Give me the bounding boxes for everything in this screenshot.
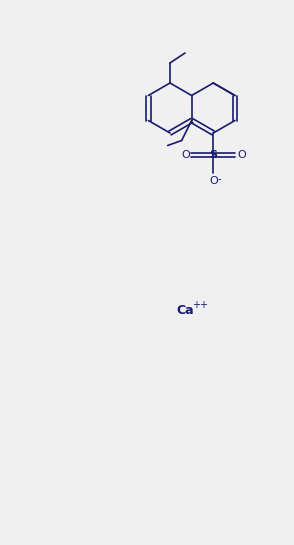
Text: Ca: Ca xyxy=(176,304,194,317)
Text: O: O xyxy=(181,150,190,160)
Text: -: - xyxy=(218,174,221,184)
Text: O: O xyxy=(209,176,218,186)
Text: S: S xyxy=(209,150,217,160)
Text: O: O xyxy=(237,150,246,160)
Text: ++: ++ xyxy=(192,300,208,310)
